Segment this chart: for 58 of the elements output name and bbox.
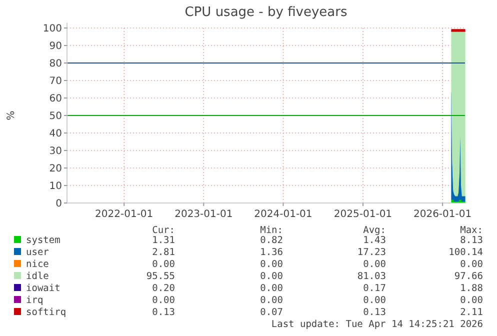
y-tick-label: 40: [49, 128, 62, 140]
text: Avg:: [363, 225, 386, 236]
text: 1.88: [460, 283, 484, 294]
x-tick-label: 2026-01-01: [413, 209, 472, 220]
text: Max:: [460, 225, 483, 236]
legend-label: irq: [26, 295, 44, 306]
text: 0.20: [152, 283, 176, 294]
y-tick-label: 100: [42, 24, 62, 34]
text: 8.13: [460, 235, 483, 246]
text: 0.00: [260, 271, 284, 282]
text: 81.03: [357, 271, 386, 282]
y-tick-label: 90: [49, 41, 62, 52]
x-tick-label: 2023-01-01: [174, 209, 233, 220]
y-axis-title: %: [6, 110, 17, 120]
text: 0.00: [460, 295, 484, 306]
x-tick-label: 2025-01-01: [334, 209, 392, 220]
x-tick-label: 2022-01-01: [95, 209, 154, 220]
legend-label: nice: [26, 259, 50, 270]
y-tick-label: 80: [49, 58, 62, 70]
y-tick-label: 0: [56, 198, 62, 210]
text: Last update: Tue Apr 14 14:25:21 2026: [271, 319, 484, 330]
text: 0.00: [152, 295, 176, 306]
text: 0.00: [260, 283, 284, 294]
text: 1.31: [152, 235, 176, 246]
y-tick-label: 60: [49, 94, 62, 104]
text: 0.00: [363, 259, 386, 270]
text: 2.81: [152, 247, 176, 258]
legend-label: user: [26, 247, 50, 258]
x-tick-label: 2024-01-01: [254, 209, 312, 220]
text: 2.11: [460, 307, 484, 318]
y-tick-label: 70: [49, 76, 62, 87]
text: Min:: [260, 225, 283, 236]
legend-label: idle: [26, 271, 50, 282]
text: Cur:: [152, 225, 175, 236]
text: 0.00: [363, 295, 386, 306]
text: 0.07: [260, 307, 283, 318]
text: 0.13: [152, 307, 175, 318]
text: 95.55: [146, 271, 175, 282]
text: 0.00: [260, 295, 284, 306]
text: 100.14: [448, 247, 484, 258]
text: 0.00: [260, 259, 284, 270]
text: 0.00: [152, 259, 176, 270]
y-tick-label: 20: [49, 164, 62, 174]
legend-label: softirq: [26, 307, 66, 318]
legend-label: system: [26, 235, 61, 246]
text: 0.00: [460, 259, 484, 270]
y-tick-label: 50: [49, 111, 62, 122]
text: 17.23: [357, 247, 386, 258]
text: 0.13: [363, 307, 386, 318]
legend-label: iowait: [26, 283, 60, 294]
text: 1.43: [363, 235, 386, 246]
text: 97.66: [454, 271, 484, 282]
y-tick-label: 30: [49, 146, 62, 157]
text: 0.17: [363, 283, 386, 294]
y-tick-label: 10: [49, 181, 62, 192]
text: 0.82: [260, 235, 283, 246]
chart-title: CPU usage - by fiveyears: [184, 5, 348, 20]
text: 1.36: [260, 247, 284, 258]
